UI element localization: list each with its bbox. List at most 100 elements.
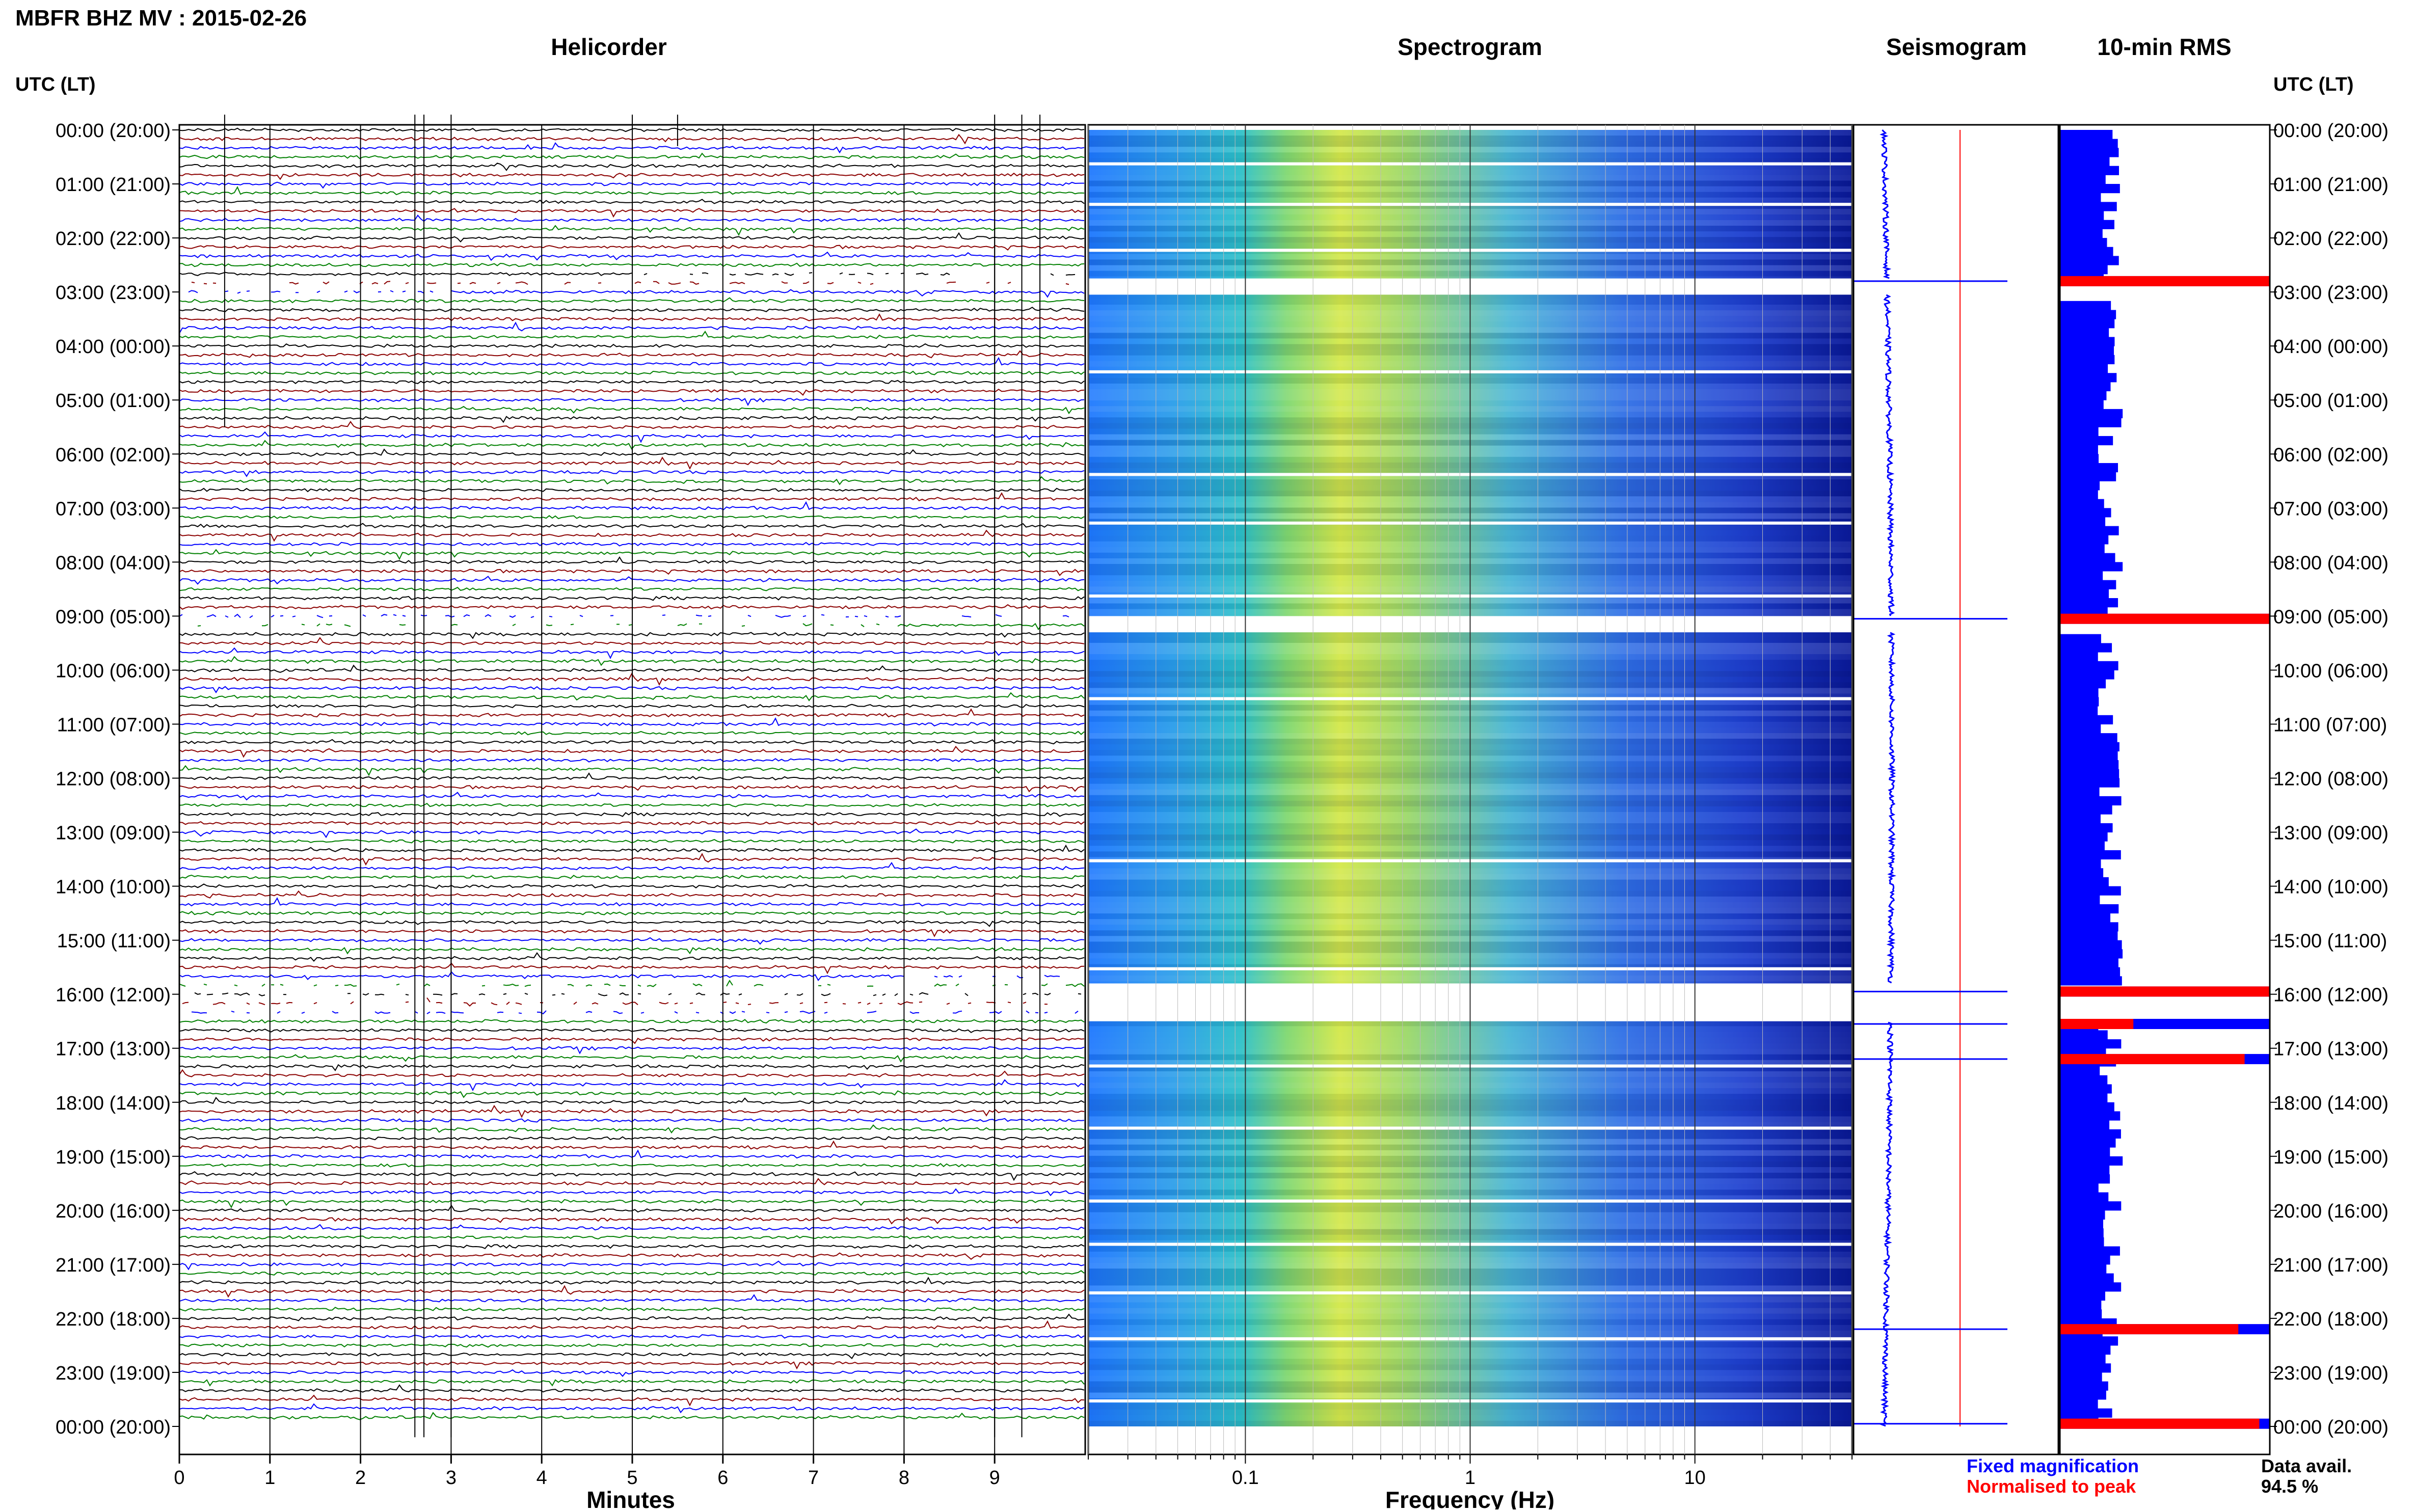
helicorder-x-tick-label: 3 <box>446 1467 457 1489</box>
rms-bar <box>2060 832 2108 842</box>
rms-bar <box>2060 400 2104 410</box>
rms-bar <box>2060 247 2113 256</box>
time-label-right: 04:00 (00:00) <box>2273 336 2389 358</box>
rms-bar <box>2060 373 2117 383</box>
time-label-right: 22:00 (18:00) <box>2273 1309 2389 1330</box>
time-label-left: 08:00 (04:00) <box>56 552 171 574</box>
rms-bar <box>2060 1381 2108 1391</box>
rms-bar <box>2060 499 2104 508</box>
rms-bar <box>2060 427 2099 437</box>
rms-bar <box>2060 967 2121 977</box>
rms-bar <box>2060 580 2116 589</box>
rms-bar <box>2060 1390 2106 1400</box>
time-label-left: 20:00 (16:00) <box>56 1201 171 1222</box>
time-label-left: 00:00 (20:00) <box>56 120 171 142</box>
rms-bar <box>2060 1039 2122 1049</box>
time-label-left: 23:00 (19:00) <box>56 1363 171 1384</box>
rms-bar <box>2060 211 2104 221</box>
rms-bar <box>2060 589 2109 599</box>
rms-bar <box>2060 265 2108 275</box>
time-label-right: 16:00 (12:00) <box>2273 985 2389 1006</box>
rms-peak-bar-normalised <box>2060 1324 2239 1335</box>
rms-bar <box>2060 742 2119 751</box>
rms-bar <box>2060 463 2118 473</box>
axis-title-right: UTC (LT) <box>2273 74 2354 95</box>
spectrogram-x-tick-label: 0.1 <box>1232 1467 1259 1489</box>
rms-bar <box>2060 1084 2112 1094</box>
rms-bar <box>2060 1201 2122 1211</box>
axes-layer: 0 1 2 3 4 5 6 7 8 9 0.1 1 10 00:00 (20:00) 00:00 (20:0… <box>56 120 2389 1489</box>
time-label-right: 21:00 (17:00) <box>2273 1255 2389 1276</box>
rms-bar <box>2060 436 2113 446</box>
rms-bar <box>2060 850 2121 860</box>
helicorder-trace <box>182 998 1084 1006</box>
time-label-left: 15:00 (11:00) <box>57 931 171 952</box>
time-label-right: 02:00 (22:00) <box>2273 228 2389 250</box>
rms-bar <box>2060 868 2104 878</box>
rms-bar <box>2060 859 2101 869</box>
time-label-right: 13:00 (09:00) <box>2273 823 2389 844</box>
rms-bar <box>2060 724 2101 734</box>
time-label-left: 18:00 (14:00) <box>56 1093 171 1114</box>
rms-bar <box>2060 301 2111 310</box>
rms-bar <box>2060 1363 2111 1373</box>
rms-bar <box>2060 1030 2108 1040</box>
rms-bar <box>2060 184 2120 194</box>
time-label-left: 06:00 (02:00) <box>56 444 171 466</box>
helicorder-x-tick-label: 2 <box>355 1467 366 1489</box>
spectrogram-x-tick-label: 10 <box>1684 1467 1706 1489</box>
rms-bar <box>2060 1336 2118 1346</box>
rms-bar <box>2060 229 2103 238</box>
helicorder-trace <box>197 623 1085 631</box>
rms-bar <box>2060 1291 2105 1301</box>
data-availability-value: 94.5 % <box>2261 1476 2318 1497</box>
rms-bar <box>2060 490 2098 500</box>
rms-bar <box>2060 409 2123 419</box>
rms-bar <box>2060 877 2109 887</box>
rms-bar <box>2060 391 2107 400</box>
helicorder-trace <box>188 289 1085 298</box>
rms-bar <box>2060 454 2099 464</box>
time-label-left: 14:00 (10:00) <box>56 877 171 898</box>
helicorder-trace <box>194 992 1082 996</box>
time-label-right: 08:00 (04:00) <box>2273 552 2389 574</box>
rms-bar <box>2060 679 2106 689</box>
rms-bar <box>2060 760 2119 770</box>
rms-bar <box>2060 1156 2123 1166</box>
rms-bar <box>2060 1300 2102 1310</box>
rms-bar <box>2060 904 2119 914</box>
helicorder-x-tick-label: 4 <box>536 1467 547 1489</box>
time-label-left: 03:00 (23:00) <box>56 282 171 304</box>
panel-title-helicorder: Helicorder <box>551 34 667 60</box>
rms-bar <box>2060 706 2098 716</box>
rms-bar <box>2060 661 2118 670</box>
rms-bar <box>2060 787 2100 797</box>
helicorder-x-tick-label: 7 <box>808 1467 819 1489</box>
rms-bar <box>2060 256 2119 265</box>
rms-bar <box>2060 1138 2116 1148</box>
rms-bar <box>2060 688 2099 697</box>
rms-bar <box>2060 1174 2110 1184</box>
rms-bar <box>2060 517 2106 527</box>
rms-bar <box>2060 886 2121 896</box>
rms-bar <box>2060 1273 2114 1283</box>
time-label-left: 01:00 (21:00) <box>56 174 171 196</box>
rms-bar <box>2060 472 2116 481</box>
time-label-right: 12:00 (08:00) <box>2273 769 2389 790</box>
seismogram-layer <box>1854 129 2007 1427</box>
time-label-right: 09:00 (05:00) <box>2273 606 2389 628</box>
rms-bar <box>2060 1408 2112 1418</box>
rms-bar <box>2060 931 2118 941</box>
rms-bar <box>2060 1129 2121 1139</box>
rms-bar <box>2060 1111 2121 1121</box>
rms-bar <box>2060 202 2117 211</box>
rms-peak-bar-normalised <box>2060 986 2270 997</box>
rms-bar <box>2060 445 2098 454</box>
time-label-right: 05:00 (01:00) <box>2273 390 2389 412</box>
panel-title-rms: 10-min RMS <box>2097 34 2231 60</box>
helicorder-trace <box>192 281 1075 284</box>
rms-bar <box>2060 508 2111 518</box>
rms-bar <box>2060 913 2111 923</box>
time-label-right: 00:00 (20:00) <box>2273 1417 2389 1438</box>
